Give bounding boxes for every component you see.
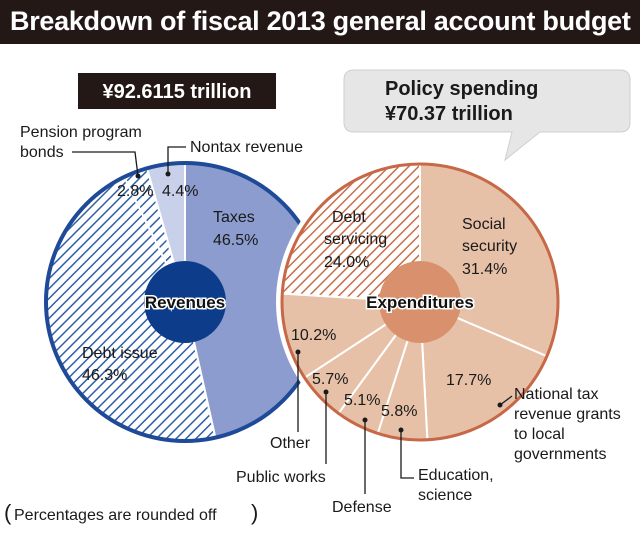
label-grants-2: revenue grants — [514, 406, 621, 423]
chart-area: ¥92.6115 trillion Policy spending ¥70.37… — [4, 69, 631, 525]
value-nontax: 4.4% — [162, 183, 198, 200]
leader-dot-pension — [135, 173, 141, 179]
label-defense: Defense — [332, 499, 392, 516]
leader-dot-public-works — [323, 389, 329, 395]
value-public-works: 5.7% — [312, 371, 348, 388]
expense-pie-border — [280, 162, 560, 442]
expense-center-disc — [379, 261, 461, 343]
label-education-2: science — [418, 487, 472, 504]
revenue-total-box — [78, 73, 276, 109]
footnote-close-paren: ) — [251, 500, 258, 525]
label-taxes: Taxes — [213, 209, 255, 226]
footnote-open-paren: ( — [4, 500, 12, 525]
label-other: Other — [270, 435, 311, 452]
leader-dot-education — [398, 427, 404, 433]
value-social: 31.4% — [462, 261, 507, 278]
footnote: Percentages are rounded off — [14, 507, 217, 524]
label-nontax: Nontax revenue — [190, 139, 303, 156]
value-debt-servicing: 24.0% — [324, 254, 369, 271]
label-pension-line2: bonds — [20, 144, 64, 161]
label-debt-issue: Debt issue — [82, 345, 158, 362]
value-grants: 17.7% — [446, 372, 491, 389]
chart-title: Breakdown of fiscal 2013 general account… — [10, 6, 631, 36]
policy-spending-value: ¥70.37 trillion — [385, 103, 513, 125]
revenue-center-disc — [144, 261, 226, 343]
value-education: 5.8% — [381, 403, 417, 420]
label-social-1: Social — [462, 216, 506, 233]
label-debt-servicing-2: servicing — [324, 231, 387, 248]
label-social-2: security — [462, 238, 517, 255]
label-debt-servicing-1: Debt — [332, 209, 366, 226]
revenue-pie — [45, 161, 325, 442]
leader-pension — [72, 151, 139, 177]
policy-spending-label: Policy spending — [385, 78, 538, 100]
title-bar: Breakdown of fiscal 2013 general account… — [0, 0, 640, 44]
label-grants-3: to local — [514, 426, 565, 443]
revenue-center-label: Revenues — [145, 293, 225, 312]
leader-dot-other — [295, 349, 301, 355]
label-grants-4: governments — [514, 446, 607, 463]
value-defense: 5.1% — [344, 392, 380, 409]
policy-spending-callout — [343, 69, 631, 162]
value-debt-issue: 46.3% — [82, 367, 127, 384]
revenue-total-label: ¥92.6115 trillion — [103, 81, 252, 103]
leader-dot-grants — [497, 402, 503, 408]
value-other: 10.2% — [291, 327, 336, 344]
label-grants-1: National tax — [514, 386, 599, 403]
expense-center-label: Expenditures — [366, 293, 474, 312]
value-pension: 2.8% — [117, 183, 153, 200]
leader-nontax — [167, 146, 186, 174]
value-taxes: 46.5% — [213, 232, 258, 249]
leader-dot-defense — [362, 417, 368, 423]
leader-dot-nontax — [165, 171, 171, 177]
leader-education — [400, 430, 414, 479]
label-education-1: Education, — [418, 467, 494, 484]
label-pension-line1: Pension program — [20, 124, 142, 141]
label-public-works: Public works — [236, 469, 326, 486]
